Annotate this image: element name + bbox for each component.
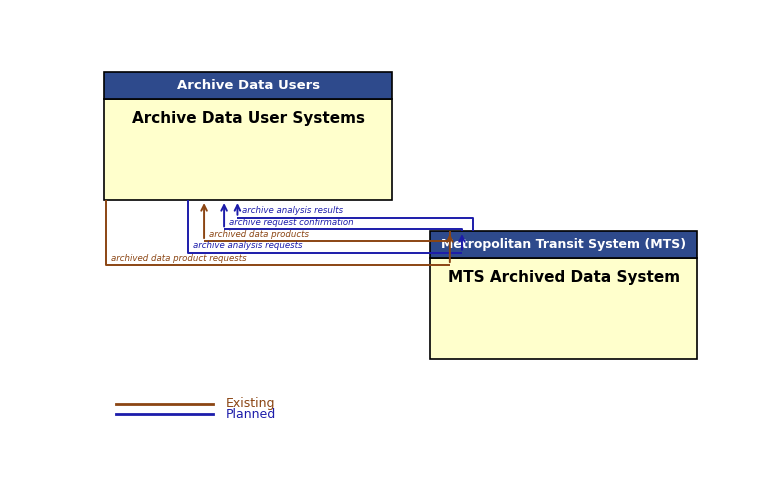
Text: archive analysis results: archive analysis results	[242, 206, 344, 215]
Text: archived data products: archived data products	[209, 230, 309, 238]
Text: Planned: Planned	[226, 408, 276, 421]
Text: archive request confirmation: archive request confirmation	[229, 218, 354, 227]
Text: Metropolitan Transit System (MTS): Metropolitan Transit System (MTS)	[442, 238, 687, 251]
Text: archive analysis requests: archive analysis requests	[193, 241, 302, 250]
Bar	[431, 258, 698, 359]
Text: archived data product requests: archived data product requests	[110, 254, 246, 263]
Text: MTS Archived Data System: MTS Archived Data System	[448, 271, 680, 285]
Text: Archive Data User Systems: Archive Data User Systems	[132, 111, 365, 127]
Text: Archive Data Users: Archive Data Users	[176, 79, 319, 92]
Bar	[104, 98, 392, 200]
Bar	[431, 231, 698, 258]
Bar	[104, 72, 392, 98]
Text: Existing: Existing	[226, 398, 275, 410]
